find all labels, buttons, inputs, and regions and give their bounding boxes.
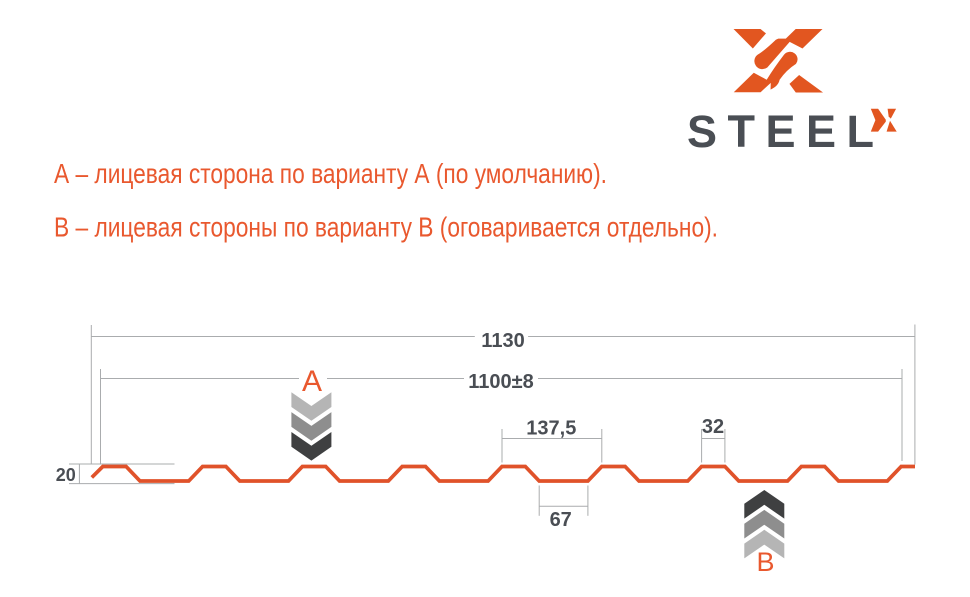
svg-text:А: А xyxy=(302,365,322,398)
svg-text:В – лицевая стороны по вариант: В – лицевая стороны по варианту В (огова… xyxy=(54,212,718,243)
svg-text:1100±8: 1100±8 xyxy=(468,371,534,393)
svg-text:В: В xyxy=(756,547,774,577)
svg-text:А – лицевая сторона по вариант: А – лицевая сторона по варианту А (по ум… xyxy=(54,158,607,189)
svg-text:STEEL: STEEL xyxy=(687,106,885,157)
svg-text:20: 20 xyxy=(56,465,76,485)
svg-text:67: 67 xyxy=(550,509,572,531)
svg-text:32: 32 xyxy=(702,416,724,438)
svg-text:137,5: 137,5 xyxy=(526,418,576,440)
svg-text:1130: 1130 xyxy=(481,330,524,352)
